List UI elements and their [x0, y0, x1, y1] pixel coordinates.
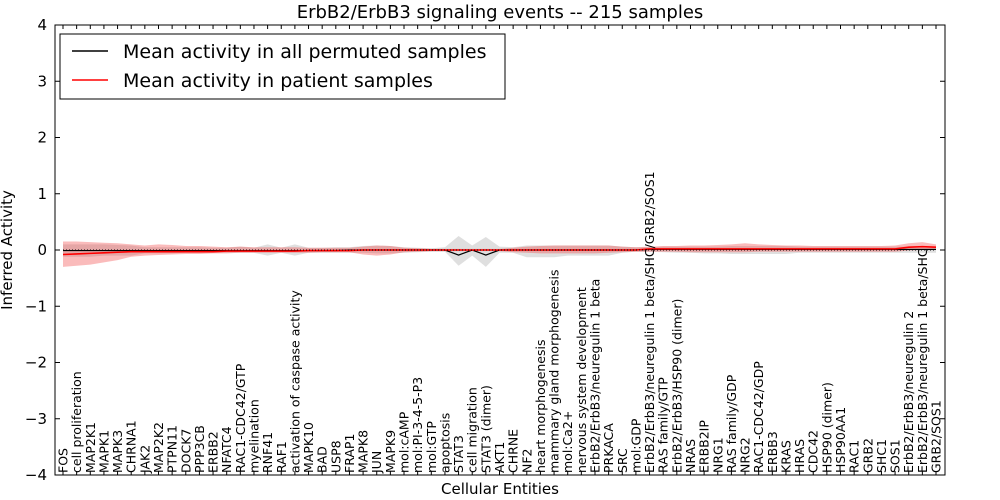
- band-patient: [63, 241, 936, 267]
- x-tick-label: mol:GTP: [424, 421, 439, 473]
- x-tick-label: myelination: [246, 399, 261, 473]
- x-tick-label: RAC1-CDC42/GDP: [751, 361, 766, 473]
- legend-label: Mean activity in patient samples: [123, 70, 433, 92]
- x-tick-label: RAS family/GTP: [656, 377, 671, 473]
- x-tick-label: mol:Ca2+: [560, 411, 575, 473]
- x-tick-label: ERBB2IP: [697, 420, 712, 473]
- x-tick-label: GRB2: [860, 438, 875, 473]
- x-tick-label: SRC: [615, 448, 630, 473]
- x-tick-label: JAK2: [137, 445, 152, 474]
- x-tick-label: NF2: [519, 449, 534, 474]
- x-tick-label: RNF41: [260, 432, 275, 473]
- y-tick-label: 1: [37, 185, 47, 203]
- x-tick-label: ErbB2/ErbB3/neuregulin 1 beta/SHC: [915, 248, 930, 473]
- x-tick-label: RAC1-CDC42/GTP: [233, 363, 248, 473]
- y-tick-label: 4: [37, 16, 47, 34]
- x-tick-label: MAPK3: [110, 430, 125, 473]
- x-tick-label: mol:GDP: [628, 418, 643, 473]
- x-tick-label: mol:cAMP: [397, 411, 412, 473]
- x-tick-label: PRKACA: [601, 423, 616, 473]
- x-tick-label: HRAS: [792, 439, 807, 473]
- x-tick-label: DOCK7: [178, 429, 193, 473]
- y-tick-label: −2: [25, 354, 47, 372]
- x-tick-label: CHRNE: [506, 429, 521, 473]
- x-tick-label: SHC1: [874, 439, 889, 473]
- x-tick-label: HSP90AA1: [833, 407, 848, 473]
- x-tick-label: ERBB3: [765, 431, 780, 473]
- x-tick-label: ErbB2/ErbB3/neuregulin 1 beta/SHC/GRB2/S…: [642, 171, 657, 473]
- x-tick-label: GRB2/SOS1: [929, 400, 944, 473]
- x-tick-label: mol:PI-3-4-5-P3: [410, 377, 425, 473]
- x-tick-label: FOS: [56, 448, 71, 473]
- x-tick-label: ERBB2: [206, 431, 221, 473]
- y-tick-label: −3: [25, 410, 47, 428]
- band-permuted: [63, 235, 936, 267]
- x-tick-label: mammary gland morphogenesis: [547, 270, 562, 473]
- x-tick-label: MAP2K2: [151, 422, 166, 473]
- x-tick-label: SOS1: [888, 439, 903, 473]
- x-tick-label: USP8: [328, 440, 343, 473]
- x-tick-label: HSP90 (dimer): [819, 382, 834, 473]
- x-tick-label: apoptosis: [437, 413, 452, 473]
- series-line-patient: [62, 245, 937, 256]
- x-axis-label: Cellular Entities: [441, 480, 559, 498]
- y-tick-label: 0: [37, 241, 47, 259]
- x-tick-label: nervous system development: [574, 287, 589, 473]
- x-tick-label: MAPK9: [383, 430, 398, 473]
- x-tick-label: STAT3: [451, 435, 466, 473]
- legend: Mean activity in all permuted samples Mea…: [59, 33, 506, 100]
- y-axis-label: Inferred Activity: [0, 190, 16, 310]
- y-axis-ticks: −4 −3 −2 −1 0 1 2 3 4: [25, 16, 945, 484]
- x-tick-label: NFATC4: [219, 426, 234, 473]
- x-tick-label: FRAP1: [342, 434, 357, 473]
- x-tick-label: JUN: [369, 451, 384, 474]
- plot-frame: [54, 24, 946, 476]
- x-tick-label: NRG2: [738, 437, 753, 473]
- x-tick-label: CDC42: [806, 430, 821, 473]
- x-tick-label: RAC1: [847, 440, 862, 473]
- x-tick-label: MAPK10: [301, 422, 316, 473]
- legend-box: [59, 33, 506, 100]
- x-tick-label: NRG1: [710, 437, 725, 473]
- x-tick-label: CHRNA1: [124, 420, 139, 473]
- chart-title: ErbB2/ErbB3 signaling events -- 215 samp…: [297, 2, 704, 23]
- x-tick-label: ErbB2/ErbB3/neuregulin 1 beta: [587, 279, 602, 473]
- x-tick-label: cell proliferation: [69, 371, 84, 473]
- y-tick-label: −4: [25, 466, 47, 484]
- x-tick-label: RAF1: [274, 441, 289, 473]
- x-tick-label: NRAS: [683, 439, 698, 473]
- x-tick-label: KRAS: [778, 440, 793, 473]
- series-lines: [62, 245, 937, 256]
- x-tick-label: MAPK8: [356, 430, 371, 473]
- x-tick-label: STAT3 (dimer): [478, 385, 493, 473]
- x-tick-label: BAD: [315, 446, 330, 473]
- x-tick-label: RAS family/GDP: [724, 374, 739, 473]
- x-tick-label: PTPN11: [165, 425, 180, 473]
- x-tick-label: cell migration: [465, 387, 480, 473]
- x-tick-label: activation of caspase activity: [287, 290, 302, 473]
- x-tick-label: ErbB2/ErbB3/neuregulin 2: [901, 311, 916, 473]
- x-tick-label: heart morphogenesis: [533, 340, 548, 474]
- x-tick-label: MAP2K1: [83, 422, 98, 473]
- legend-label: Mean activity in all permuted samples: [123, 41, 486, 63]
- x-tick-label: ErbB2/ErbB3/HSP90 (dimer): [669, 299, 684, 473]
- y-tick-label: −1: [25, 297, 47, 315]
- confidence-bands: [63, 235, 936, 267]
- x-tick-label: MAPK1: [96, 430, 111, 473]
- x-tick-label: PPP3CB: [192, 425, 207, 473]
- x-tick-label: AKT1: [492, 442, 507, 473]
- y-tick-label: 3: [37, 72, 47, 90]
- y-tick-label: 2: [37, 129, 47, 147]
